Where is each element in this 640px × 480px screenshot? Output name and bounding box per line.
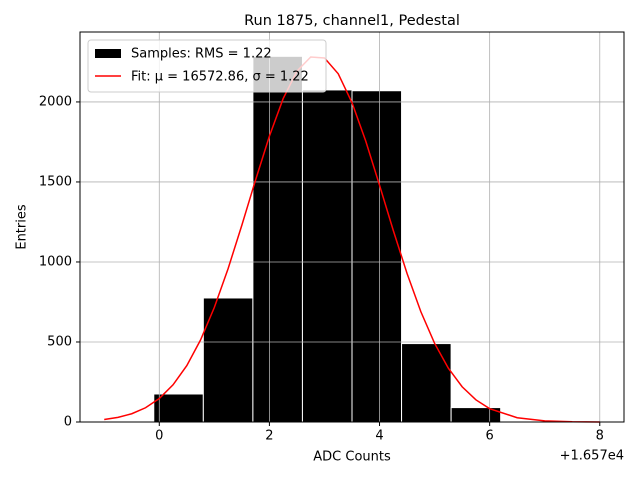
y-tick-label: 1000 bbox=[39, 254, 72, 269]
legend-label: Samples: RMS = 1.22 bbox=[131, 47, 272, 62]
histogram-bar bbox=[301, 89, 353, 423]
y-tick-label: 500 bbox=[47, 334, 72, 349]
y-tick-label: 1500 bbox=[39, 174, 72, 189]
histogram-bar bbox=[153, 393, 204, 423]
legend-swatch bbox=[95, 49, 121, 58]
y-tick-label: 0 bbox=[64, 415, 72, 430]
x-tick-label: 8 bbox=[596, 429, 604, 444]
chart-title: Run 1875, channel1, Pedestal bbox=[244, 13, 460, 29]
histogram-bar bbox=[351, 90, 403, 423]
axes-frame bbox=[79, 31, 625, 423]
legend-label: Fit: μ = 16572.86, σ = 1.22 bbox=[131, 70, 309, 85]
histogram-bar bbox=[252, 55, 303, 423]
y-axis-label: Entries bbox=[15, 204, 30, 250]
x-tick-label: 6 bbox=[486, 429, 494, 444]
x-offset-text: +1.657e4 bbox=[560, 449, 624, 464]
histogram-bar bbox=[401, 343, 452, 423]
x-tick-label: 4 bbox=[375, 429, 383, 444]
x-tick-label: 0 bbox=[155, 429, 163, 444]
legend-box bbox=[87, 39, 327, 93]
x-tick-label: 2 bbox=[265, 429, 273, 444]
x-axis-label: ADC Counts bbox=[313, 450, 391, 465]
y-tick-label: 2000 bbox=[39, 94, 72, 109]
